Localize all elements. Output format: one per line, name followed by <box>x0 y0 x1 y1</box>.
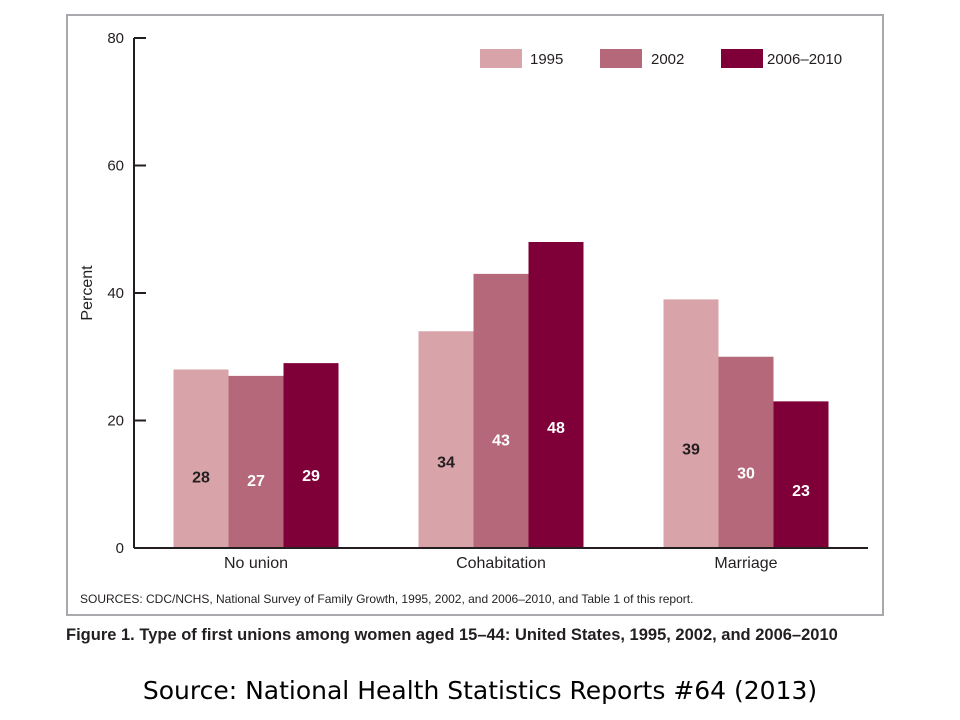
bar <box>418 331 474 548</box>
y-axis: 0 20 40 60 80 <box>107 30 146 557</box>
bar <box>228 375 284 548</box>
y-axis-label: Percent <box>79 265 96 321</box>
bar <box>663 299 719 548</box>
x-category-label: Marriage <box>714 555 777 572</box>
bar <box>283 363 339 548</box>
legend-swatch <box>600 49 642 68</box>
x-category-label: Cohabitation <box>456 555 546 572</box>
bar <box>718 356 774 548</box>
y-tick-label: 0 <box>116 540 124 557</box>
legend-label: 1995 <box>530 51 563 68</box>
data-label: 28 <box>192 470 210 487</box>
data-label: 27 <box>247 473 265 490</box>
x-axis: No union Cohabitation Marriage <box>134 547 868 572</box>
x-category-label: No union <box>224 555 288 572</box>
data-label: 30 <box>737 465 755 482</box>
data-label: 34 <box>437 454 455 471</box>
data-label: 48 <box>547 420 565 437</box>
bar-chart: 0 20 40 60 80 28 27 29 34 43 48 39 30 23 No union Coh… <box>79 30 868 572</box>
bar <box>773 401 829 548</box>
legend-label: 2002 <box>651 51 684 68</box>
sources-note: SOURCES: CDC/NCHS, National Survey of Fa… <box>80 592 694 606</box>
data-labels: 28 27 29 34 43 48 39 30 23 <box>192 420 810 500</box>
y-tick-label: 60 <box>107 158 124 175</box>
legend: 1995 2002 2006–2010 <box>480 49 842 68</box>
bar <box>473 273 529 548</box>
legend-swatch <box>480 49 522 68</box>
y-tick-label: 40 <box>107 285 124 302</box>
y-tick-label: 20 <box>107 413 124 430</box>
y-tick-label: 80 <box>107 30 124 47</box>
bar <box>173 369 229 548</box>
bars <box>173 242 829 548</box>
data-label: 23 <box>792 483 810 500</box>
legend-swatch <box>721 49 763 68</box>
data-label: 43 <box>492 432 510 449</box>
data-label: 39 <box>682 442 700 459</box>
legend-label: 2006–2010 <box>767 51 842 68</box>
data-label: 29 <box>302 468 320 485</box>
source-citation: Source: National Health Statistics Repor… <box>142 676 818 705</box>
bar <box>528 242 584 548</box>
figure-caption: Figure 1. Type of first unions among wom… <box>66 626 838 644</box>
